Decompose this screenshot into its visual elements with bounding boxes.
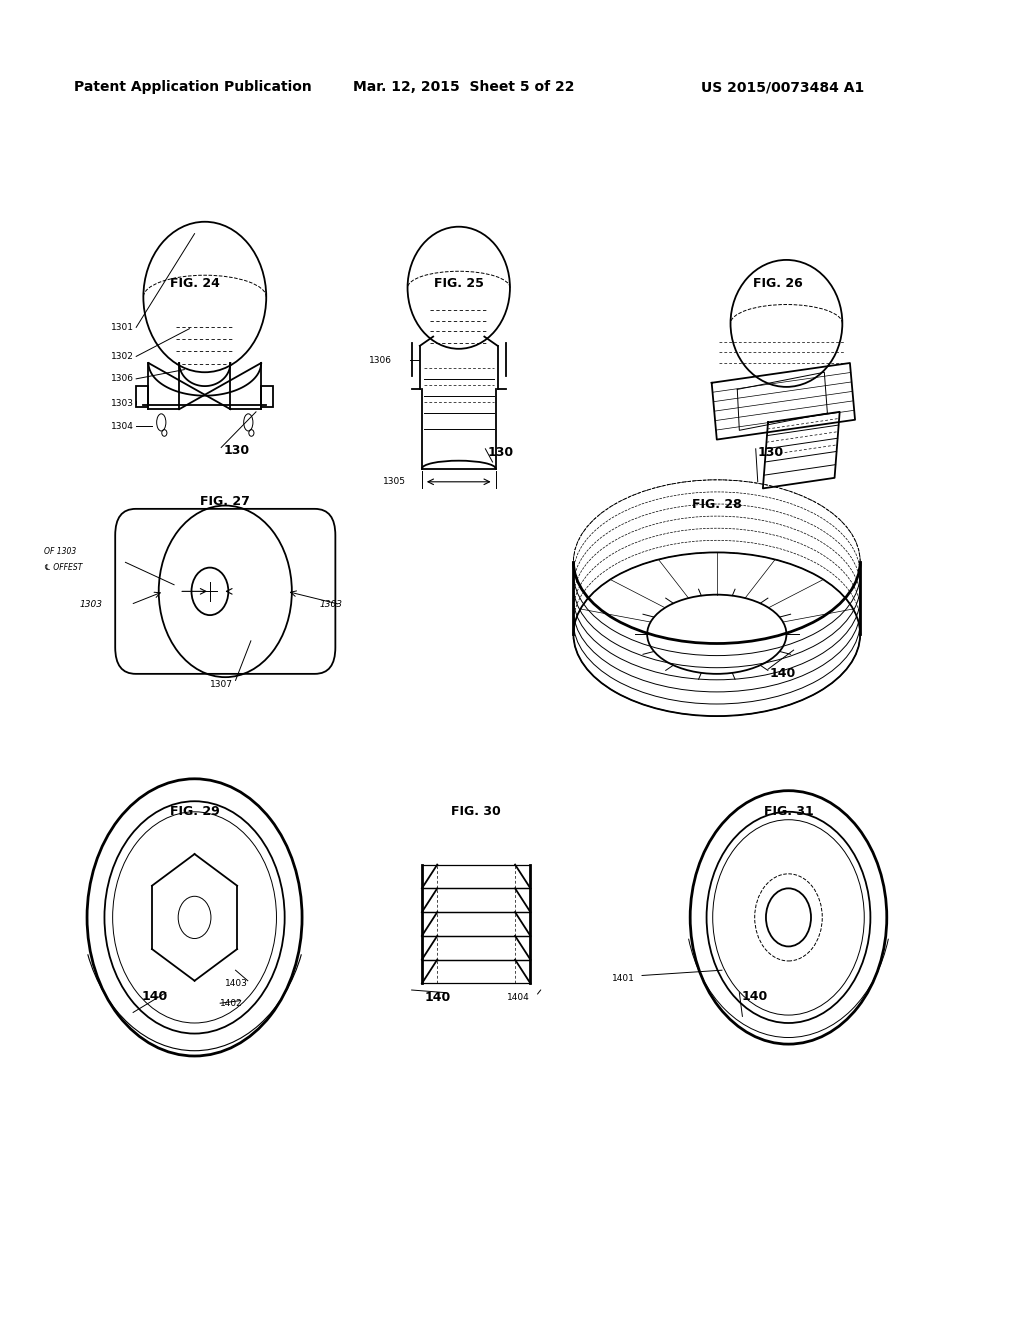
Text: ℄ OFFEST: ℄ OFFEST <box>44 564 82 572</box>
Text: OF 1303: OF 1303 <box>44 548 76 556</box>
Text: 1402: 1402 <box>220 999 243 1007</box>
Text: 1401: 1401 <box>612 974 635 982</box>
Text: 1306: 1306 <box>369 356 391 364</box>
Text: FIG. 24: FIG. 24 <box>170 277 219 290</box>
Text: 1404: 1404 <box>507 994 529 1002</box>
Text: 140: 140 <box>770 667 797 680</box>
Text: FIG. 26: FIG. 26 <box>754 277 803 290</box>
Text: 140: 140 <box>741 990 768 1003</box>
Text: 1303: 1303 <box>80 601 102 609</box>
Text: Mar. 12, 2015  Sheet 5 of 22: Mar. 12, 2015 Sheet 5 of 22 <box>353 81 574 94</box>
Text: 1307: 1307 <box>210 680 232 689</box>
Text: 1303: 1303 <box>319 601 343 609</box>
Text: Patent Application Publication: Patent Application Publication <box>74 81 311 94</box>
Text: 1306: 1306 <box>111 375 133 383</box>
Text: US 2015/0073484 A1: US 2015/0073484 A1 <box>701 81 864 94</box>
Text: 1403: 1403 <box>225 979 248 987</box>
Text: 1303: 1303 <box>111 400 133 408</box>
Text: FIG. 27: FIG. 27 <box>201 495 250 508</box>
Text: 1301: 1301 <box>111 323 133 331</box>
Text: FIG. 29: FIG. 29 <box>170 805 219 818</box>
Text: 1304: 1304 <box>111 422 133 430</box>
Text: FIG. 28: FIG. 28 <box>692 498 741 511</box>
Text: 130: 130 <box>223 444 250 457</box>
Text: FIG. 31: FIG. 31 <box>764 805 813 818</box>
Text: 140: 140 <box>425 991 452 1005</box>
Text: 1305: 1305 <box>383 478 406 486</box>
Text: FIG. 30: FIG. 30 <box>452 805 501 818</box>
Text: 130: 130 <box>487 446 514 459</box>
Text: 140: 140 <box>141 990 168 1003</box>
Text: 130: 130 <box>758 446 784 459</box>
Text: FIG. 25: FIG. 25 <box>434 277 483 290</box>
Text: 1302: 1302 <box>111 352 133 360</box>
